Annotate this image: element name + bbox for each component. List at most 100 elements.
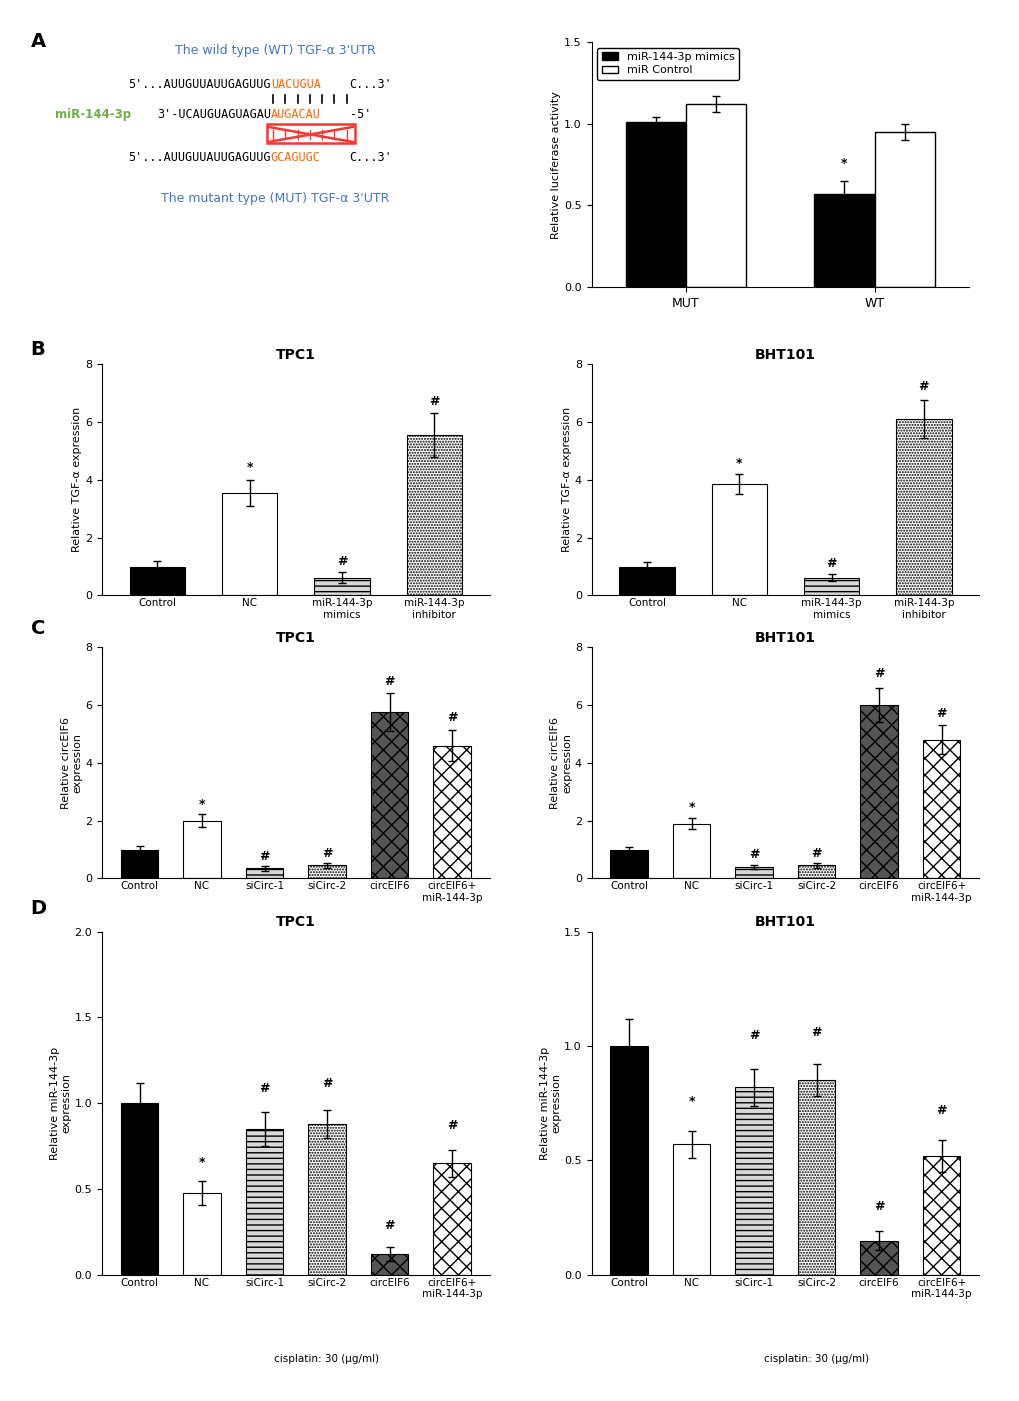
Bar: [129, 566, 184, 595]
Title: BHT101: BHT101: [754, 347, 815, 361]
Text: #: #: [429, 395, 439, 408]
Text: cisplatin: 30 (μg/ml): cisplatin: 30 (μg/ml): [763, 1353, 868, 1363]
Text: #: #: [446, 710, 457, 724]
Bar: [797, 866, 835, 878]
Text: #: #: [935, 1104, 946, 1117]
Text: AUGACAU: AUGACAU: [270, 108, 320, 122]
Bar: [619, 566, 674, 595]
Bar: [860, 705, 897, 878]
Legend: miR-144-3p mimics, miR Control: miR-144-3p mimics, miR Control: [596, 48, 739, 80]
Bar: [896, 419, 951, 595]
Text: The mutant type (MUT) TGF-α 3'UTR: The mutant type (MUT) TGF-α 3'UTR: [161, 192, 389, 205]
Bar: [797, 1080, 835, 1275]
Bar: [922, 740, 960, 878]
Text: #: #: [259, 849, 270, 863]
Title: TPC1: TPC1: [275, 915, 316, 929]
Bar: [673, 1145, 709, 1275]
Text: #: #: [336, 555, 346, 567]
Text: *: *: [736, 457, 742, 469]
Bar: [308, 866, 345, 878]
Bar: [735, 867, 772, 878]
Text: GCAGUGC: GCAGUGC: [270, 150, 320, 164]
Text: 5'...AUUGUUAUUGAGUUG: 5'...AUUGUUAUUGAGUUG: [128, 150, 270, 164]
Text: #: #: [935, 706, 946, 720]
Bar: [183, 821, 220, 878]
Bar: [735, 1087, 772, 1275]
Text: The wild type (WT) TGF-α 3'UTR: The wild type (WT) TGF-α 3'UTR: [175, 43, 375, 57]
Bar: [120, 1104, 158, 1275]
Text: #: #: [873, 667, 883, 681]
Bar: [433, 745, 471, 878]
Bar: [433, 1163, 471, 1275]
Bar: [860, 1241, 897, 1275]
Text: *: *: [688, 801, 694, 814]
Bar: [813, 193, 874, 287]
Bar: [183, 1192, 220, 1275]
Text: cisplatin: 30 (μg/ml): cisplatin: 30 (μg/ml): [274, 1353, 379, 1363]
Text: 3'-UCAUGUAGUAGAU: 3'-UCAUGUAGUAGAU: [157, 108, 270, 122]
Text: D: D: [31, 899, 47, 919]
Text: #: #: [748, 848, 759, 862]
Bar: [609, 1047, 647, 1275]
Text: #: #: [918, 380, 928, 394]
Text: cisplatin: 30 (μg/ml): cisplatin: 30 (μg/ml): [779, 649, 883, 658]
Bar: [371, 1254, 408, 1275]
Bar: [308, 1124, 345, 1275]
Title: BHT101: BHT101: [754, 915, 815, 929]
Text: C...3': C...3': [350, 78, 392, 91]
Text: *: *: [199, 797, 205, 811]
Bar: [222, 493, 277, 595]
Text: #: #: [810, 846, 821, 860]
Text: cisplatin: 30 (μg/ml): cisplatin: 30 (μg/ml): [289, 649, 394, 658]
Bar: [120, 849, 158, 878]
Text: #: #: [384, 1219, 394, 1231]
Text: *: *: [841, 157, 847, 170]
Y-axis label: Relative circEIF6
expression: Relative circEIF6 expression: [550, 717, 572, 808]
Text: #: #: [259, 1082, 270, 1094]
Text: *: *: [247, 461, 253, 474]
Y-axis label: Relative luciferase activity: Relative luciferase activity: [551, 91, 560, 238]
Text: C...3': C...3': [350, 150, 392, 164]
Y-axis label: Relative miR-144-3p
expression: Relative miR-144-3p expression: [50, 1047, 71, 1160]
Text: 5'...AUUGUUAUUGAGUUG: 5'...AUUGUUAUUGAGUUG: [128, 78, 270, 91]
Y-axis label: Relative circEIF6
expression: Relative circEIF6 expression: [61, 717, 83, 808]
Text: cisplatin: 30 (μg/ml): cisplatin: 30 (μg/ml): [274, 932, 379, 941]
Bar: [625, 122, 686, 287]
Text: A: A: [31, 32, 46, 52]
Title: BHT101: BHT101: [754, 630, 815, 644]
Bar: [922, 1156, 960, 1275]
Text: #: #: [446, 1119, 457, 1132]
Text: B: B: [31, 340, 45, 360]
Text: C: C: [31, 619, 45, 639]
Text: miR-144-3p: miR-144-3p: [55, 108, 130, 122]
Text: UACUGUA: UACUGUA: [270, 78, 320, 91]
Bar: [609, 849, 647, 878]
Text: *: *: [688, 1094, 694, 1108]
Text: #: #: [748, 1028, 759, 1041]
Text: *: *: [199, 1156, 205, 1168]
Bar: [673, 824, 709, 878]
Text: #: #: [384, 675, 394, 688]
Text: #: #: [321, 846, 332, 860]
Text: #: #: [321, 1076, 332, 1090]
Bar: [874, 132, 934, 287]
Bar: [803, 577, 858, 595]
Title: TPC1: TPC1: [275, 347, 316, 361]
Bar: [371, 712, 408, 878]
Bar: [686, 104, 746, 287]
Bar: [711, 485, 766, 595]
Text: #: #: [873, 1201, 883, 1213]
Text: cisplatin: 30 (μg/ml): cisplatin: 30 (μg/ml): [763, 932, 868, 941]
Bar: [314, 577, 369, 595]
Bar: [407, 436, 462, 595]
Y-axis label: Relative TGF-α expression: Relative TGF-α expression: [561, 408, 572, 552]
Bar: [246, 1129, 283, 1275]
Y-axis label: Relative TGF-α expression: Relative TGF-α expression: [72, 408, 83, 552]
Bar: [267, 123, 355, 143]
Bar: [246, 869, 283, 878]
Text: #: #: [810, 1026, 821, 1040]
Y-axis label: Relative miR-144-3p
expression: Relative miR-144-3p expression: [539, 1047, 560, 1160]
Title: TPC1: TPC1: [275, 630, 316, 644]
Text: -5': -5': [350, 108, 371, 122]
Text: #: #: [825, 558, 836, 570]
